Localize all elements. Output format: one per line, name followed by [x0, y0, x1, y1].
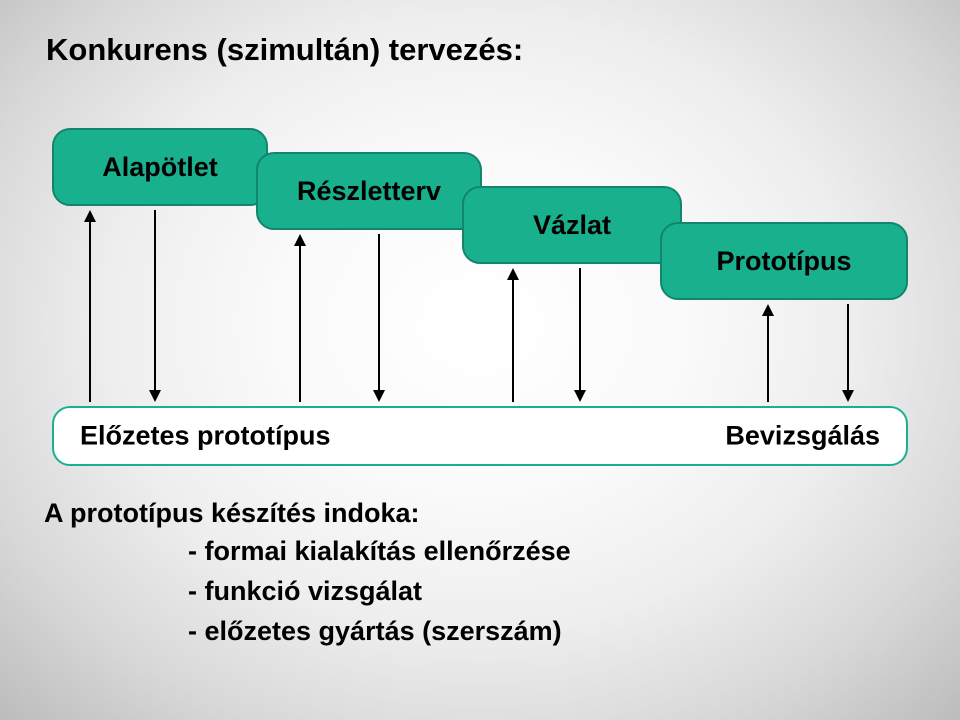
bullet-line: - előzetes gyártás (szerszám) [188, 616, 562, 647]
lower-box-left-label: Előzetes prototípus [80, 421, 331, 452]
stage-label: Vázlat [533, 210, 611, 241]
body-heading: A prototípus készítés indoka: [44, 498, 420, 529]
arrow-layer [0, 0, 960, 720]
stage-label: Alapötlet [102, 152, 218, 183]
stage-alapotlet: Alapötlet [52, 128, 268, 206]
bullet-line: - funkció vizsgálat [188, 576, 422, 607]
lower-box-right-label: Bevizsgálás [725, 421, 880, 452]
slide-title: Konkurens (szimultán) tervezés: [46, 32, 523, 68]
stage-label: Részletterv [297, 176, 441, 207]
stage-vazlat: Vázlat [462, 186, 682, 264]
slide-root: Konkurens (szimultán) tervezés: Alapötle… [0, 0, 960, 720]
lower-box: Előzetes prototípus Bevizsgálás [52, 406, 908, 466]
bullet-line: - formai kialakítás ellenőrzése [188, 536, 571, 567]
stage-label: Prototípus [717, 246, 852, 277]
stage-reszletterv: Részletterv [256, 152, 482, 230]
stage-prototipus: Prototípus [660, 222, 908, 300]
